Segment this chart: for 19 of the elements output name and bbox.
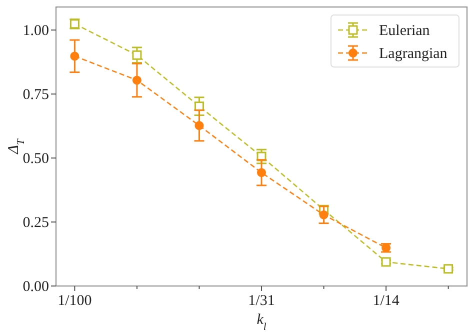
y-tick-label: 0.50 [22, 151, 49, 168]
x-tick-label: 1/100 [58, 293, 92, 309]
x-tick-label: 1/31 [248, 293, 275, 309]
y-tick-label: 0.75 [22, 87, 49, 104]
x-axis-title: k$_{l}$ [256, 312, 266, 332]
point [132, 50, 142, 60]
legend-label: Lagrangian [379, 46, 448, 62]
point [70, 52, 80, 61]
point [132, 76, 142, 85]
point [194, 121, 204, 130]
point [381, 257, 391, 267]
y-tick-label: 1.00 [22, 23, 49, 40]
point [319, 210, 328, 220]
point [444, 264, 454, 274]
y-tick-label: 0.25 [22, 215, 49, 232]
y-tick-label: 0.00 [22, 279, 49, 295]
legend-label: Eulerian [379, 23, 430, 39]
x-tick-label: 1/14 [372, 293, 400, 309]
point [257, 168, 266, 178]
